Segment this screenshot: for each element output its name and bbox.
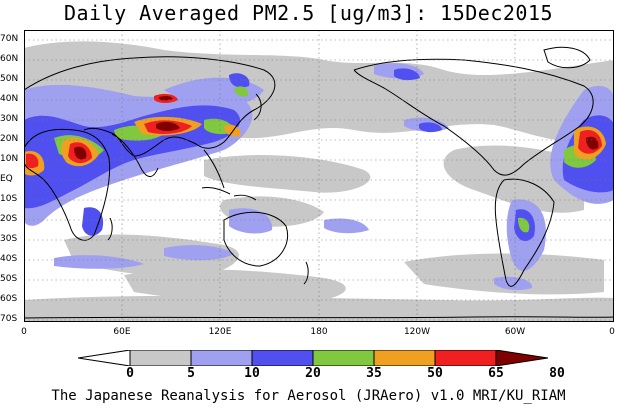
lon-label: 120W	[403, 327, 431, 337]
lat-label: 60S	[0, 294, 18, 304]
colorbar-segment	[251, 350, 314, 366]
lon-label: 180	[310, 327, 328, 337]
colorbar-level-label: 10	[244, 366, 260, 381]
lat-label: 10N	[0, 154, 19, 164]
lat-label: 30S	[0, 234, 18, 244]
colorbar-segment	[78, 350, 131, 366]
lon-label: 60E	[113, 327, 131, 337]
colorbar-segment	[434, 350, 497, 366]
graticule	[24, 30, 614, 322]
lon-label: 60W	[504, 327, 526, 337]
colorbar-level-label: 5	[187, 366, 195, 381]
coastlines	[24, 46, 614, 319]
lat-label: 20S	[0, 214, 18, 224]
lat-label: 70S	[0, 314, 18, 324]
lon-label: 120E	[208, 327, 232, 337]
map-title: Daily Averaged PM2.5 [ug/m3]: 15Dec2015	[63, 1, 554, 25]
contour-80-plus	[74, 95, 599, 160]
lat-label: 60N	[0, 54, 19, 64]
colorbar-segment	[190, 350, 253, 366]
colorbar-level-label: 0	[126, 366, 134, 381]
lat-label: EQ	[0, 174, 13, 184]
colorbar	[78, 350, 548, 366]
colorbar-level-label: 35	[366, 366, 382, 381]
footer-credit: The Japanese Reanalysis for Aerosol (JRA…	[51, 388, 566, 404]
map-frame	[24, 30, 614, 322]
pm25-map	[24, 30, 614, 322]
lat-label: 70N	[0, 34, 19, 44]
colorbar-segment	[495, 350, 548, 366]
lon-label: 0	[21, 327, 27, 337]
lat-label: 30N	[0, 114, 19, 124]
lon-label: 0	[609, 327, 615, 337]
lat-label: 40N	[0, 94, 19, 104]
lat-label: 50N	[0, 74, 19, 84]
lat-label: 50S	[0, 274, 18, 284]
colorbar-level-label: 80	[549, 366, 565, 381]
lat-label: 20N	[0, 134, 19, 144]
colorbar-segment	[373, 350, 436, 366]
colorbar-level-label: 50	[427, 366, 443, 381]
colorbar-segment	[129, 350, 192, 366]
lat-label: 40S	[0, 254, 18, 264]
colorbar-level-label: 65	[488, 366, 504, 381]
colorbar-segment	[312, 350, 375, 366]
colorbar-level-label: 20	[305, 366, 321, 381]
lat-label: 10S	[0, 194, 18, 204]
